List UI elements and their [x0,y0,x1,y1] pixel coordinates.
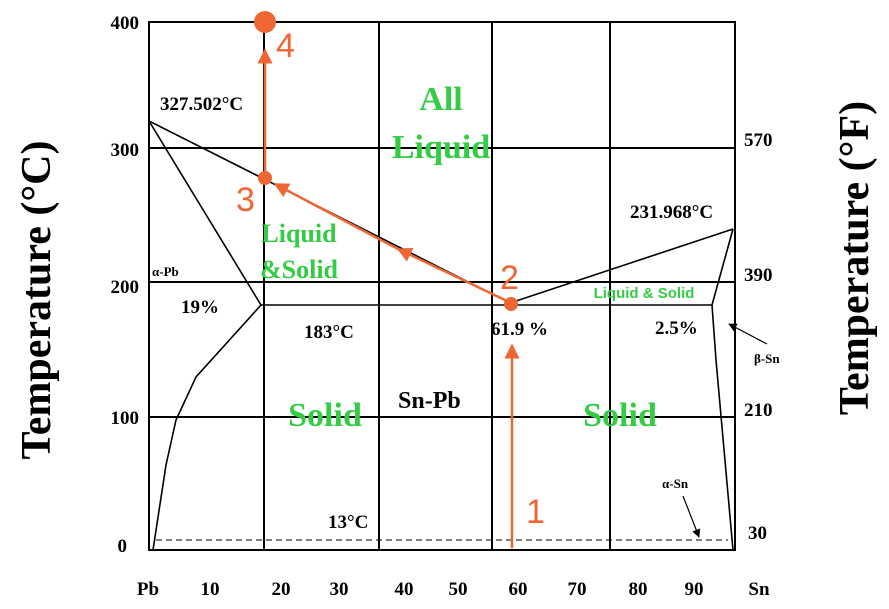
path-arrow-2a [396,247,506,302]
sn-solubility-label: 2.5% [655,318,698,339]
alpha-sn-label: α-Sn [662,476,689,491]
solidus-left [148,120,262,306]
svg-text:570: 570 [744,130,773,151]
transition-temp-label: 13°C [328,512,368,533]
solid-right-label: Solid [583,397,657,434]
svg-text:100: 100 [111,408,140,429]
svg-text:Pb: Pb [137,579,159,600]
svg-text:60: 60 [509,579,528,600]
beta-sn-label: β-Sn [754,351,780,366]
alloy-label: Sn-Pb [398,388,461,414]
svg-text:30: 30 [748,523,767,544]
beta-sn-pointer [728,323,768,345]
pb-solubility-label: 19% [181,297,219,318]
x-ticks: Pb 10 20 30 40 50 60 70 80 90 Sn [137,579,770,600]
svg-text:300: 300 [111,140,140,161]
eutectic-comp-label: 61.9 % [491,319,548,340]
solidus-right [711,228,734,306]
step-1: 1 [526,493,545,531]
svg-text:20: 20 [272,579,291,600]
step-3: 3 [236,181,255,219]
liquid-solid-left-line1: Liquid [261,219,337,248]
svg-text:90: 90 [685,579,704,600]
step-4: 4 [276,27,295,65]
svg-text:200: 200 [111,277,140,298]
svg-text:Sn: Sn [748,579,770,600]
liquid-solid-left-line2: &Solid [260,255,339,284]
svg-text:80: 80 [629,579,648,600]
svg-text:210: 210 [744,400,773,421]
solvus-left [152,304,262,551]
solid-left-label: Solid [288,397,362,434]
point-2 [504,297,518,311]
cooling-path [254,11,520,548]
all-liquid-label-line2: Liquid [392,129,490,166]
alpha-sn-pointer [682,495,701,538]
y-axis-right-title: Temperature (°F) [832,101,878,415]
svg-text:400: 400 [111,13,140,34]
y-ticks-fahrenheit: 570 390 210 30 [744,130,773,544]
svg-text:390: 390 [744,265,773,286]
liquid-solid-right-label: Liquid & Solid [594,285,695,302]
svg-text:0: 0 [118,536,128,557]
step-2: 2 [500,259,519,297]
svg-text:10: 10 [201,579,220,600]
svg-text:40: 40 [395,579,414,600]
y-axis-left-title: Temperature (°C) [14,141,60,460]
y-ticks-celsius: 400 300 200 100 0 [111,13,140,557]
plot-frame [148,21,736,551]
alpha-pb-label: α-Pb [152,264,179,279]
pb-melting-point-label: 327.502°C [160,94,243,115]
point-3 [258,171,272,185]
sn-melting-point-label: 231.968°C [630,202,713,223]
all-liquid-label-line1: All [419,81,462,118]
vertical-grid [263,22,611,550]
path-arrow-2b [273,182,399,251]
point-4 [254,11,276,33]
svg-text:50: 50 [449,579,468,600]
solvus-right [711,304,734,551]
svg-text:30: 30 [330,579,349,600]
svg-text:70: 70 [568,579,587,600]
eutectic-temp-label: 183°C [304,322,354,343]
liquidus-right [509,228,734,304]
